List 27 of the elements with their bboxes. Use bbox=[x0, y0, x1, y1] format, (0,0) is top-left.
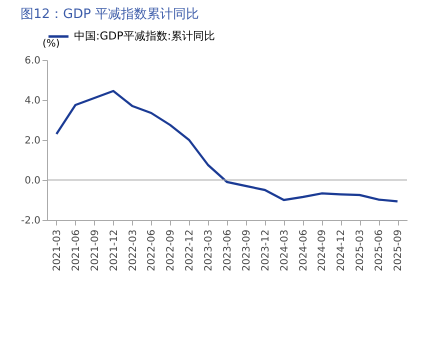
x-tick-label: 2021-03 bbox=[52, 230, 63, 272]
x-tick-label: 2022-09 bbox=[166, 230, 177, 272]
y-axis-title: (%) bbox=[42, 38, 60, 50]
x-tick-label: 2024-09 bbox=[317, 230, 328, 272]
x-tick-label: 2024-03 bbox=[279, 230, 290, 272]
x-tick-label: 2022-06 bbox=[146, 230, 158, 272]
y-tick-label: -2.0 bbox=[20, 216, 40, 226]
x-tick-label: 2022-12 bbox=[184, 230, 196, 272]
x-tick-label: 2021-12 bbox=[108, 230, 120, 272]
x-tick-label: 2025-03 bbox=[355, 230, 366, 272]
x-tick-label: 2024-12 bbox=[336, 230, 348, 272]
x-tick-label: 2021-06 bbox=[70, 230, 82, 272]
y-tick-label: 2.0 bbox=[24, 136, 40, 146]
x-tick-label: 2023-06 bbox=[222, 230, 234, 272]
y-tick-label: 6.0 bbox=[24, 56, 40, 66]
x-tick-label: 2023-09 bbox=[241, 230, 252, 272]
y-tick-label: 4.0 bbox=[24, 96, 40, 106]
x-tick-label: 2024-06 bbox=[298, 230, 310, 272]
x-tick-label: 2023-12 bbox=[260, 230, 272, 272]
x-tick-label: 2023-03 bbox=[204, 230, 215, 272]
y-tick-label: 0.0 bbox=[24, 176, 40, 186]
x-tick-label: 2025-09 bbox=[393, 230, 404, 272]
x-tick-label: 2021-09 bbox=[90, 230, 101, 272]
x-tick-label: 2022-03 bbox=[128, 230, 139, 272]
legend-label: 中国:GDP平减指数:累计同比 bbox=[74, 30, 216, 42]
x-tick-label: 2025-06 bbox=[374, 230, 386, 272]
chart-title: 图12：GDP 平减指数累计同比 bbox=[20, 7, 200, 22]
